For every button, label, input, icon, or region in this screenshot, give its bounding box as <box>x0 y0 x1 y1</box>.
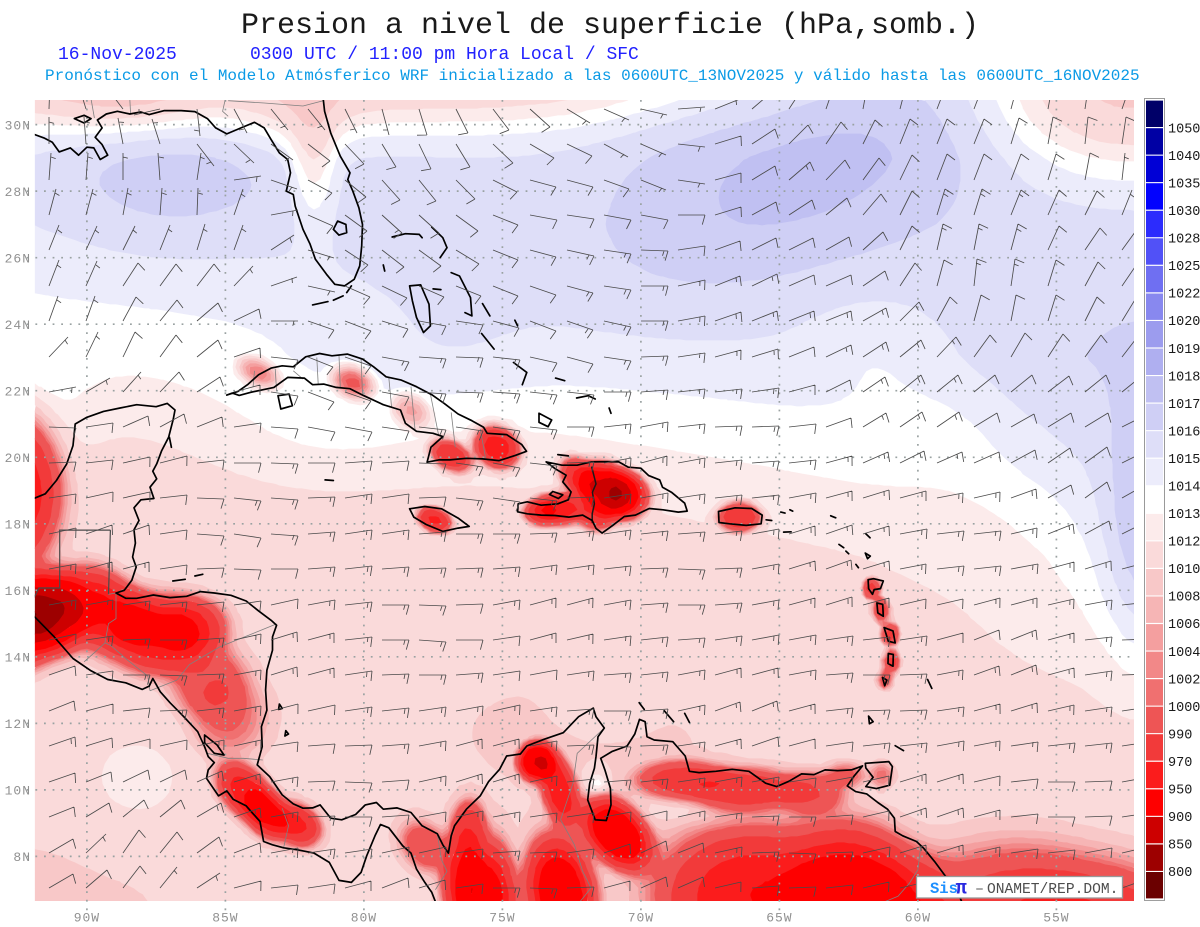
svg-text:1000: 1000 <box>1168 701 1200 716</box>
svg-text:20N: 20N <box>5 451 31 466</box>
svg-text:1028: 1028 <box>1168 233 1200 248</box>
svg-text:70W: 70W <box>628 911 654 926</box>
svg-text:14N: 14N <box>5 651 31 666</box>
svg-text:ONAMET/REP.DOM.: ONAMET/REP.DOM. <box>987 882 1118 898</box>
svg-text:1015: 1015 <box>1168 453 1200 468</box>
svg-text:1025: 1025 <box>1168 260 1200 275</box>
svg-text:1050: 1050 <box>1168 122 1200 137</box>
svg-text:1020: 1020 <box>1168 315 1200 330</box>
svg-text:18N: 18N <box>5 518 31 533</box>
svg-text:1008: 1008 <box>1168 591 1200 606</box>
svg-text:12N: 12N <box>5 717 31 732</box>
svg-text:1014: 1014 <box>1168 481 1200 496</box>
svg-text:1006: 1006 <box>1168 618 1200 633</box>
svg-text:π: π <box>956 878 968 900</box>
svg-text:16-Nov-2025: 16-Nov-2025 <box>58 45 177 65</box>
svg-text:65W: 65W <box>766 911 792 926</box>
svg-text:Presion a nivel de superficie: Presion a nivel de superficie (hPa,somb.… <box>241 9 979 43</box>
svg-text:1004: 1004 <box>1168 646 1200 661</box>
svg-text:Pronóstico con el Modelo Atmós: Pronóstico con el Modelo Atmósferico WRF… <box>45 67 1140 85</box>
svg-text:950: 950 <box>1168 784 1192 799</box>
svg-text:22N: 22N <box>5 385 31 400</box>
svg-text:850: 850 <box>1168 839 1192 854</box>
svg-text:1002: 1002 <box>1168 673 1200 688</box>
svg-text:24N: 24N <box>5 318 31 333</box>
svg-text:Sis: Sis <box>930 880 958 898</box>
svg-text:970: 970 <box>1168 756 1192 771</box>
svg-text:800: 800 <box>1168 866 1192 881</box>
svg-text:1013: 1013 <box>1168 508 1200 523</box>
svg-text:90W: 90W <box>74 911 100 926</box>
svg-text:1012: 1012 <box>1168 536 1200 551</box>
svg-text:–: – <box>975 881 984 898</box>
svg-text:28N: 28N <box>5 185 31 200</box>
svg-text:30N: 30N <box>5 118 31 133</box>
svg-text:900: 900 <box>1168 811 1192 826</box>
svg-text:0300 UTC / 11:00 pm Hora Local: 0300 UTC / 11:00 pm Hora Local / SFC <box>250 45 639 65</box>
svg-text:1019: 1019 <box>1168 343 1200 358</box>
svg-text:26N: 26N <box>5 252 31 267</box>
svg-text:1030: 1030 <box>1168 205 1200 220</box>
svg-text:1035: 1035 <box>1168 178 1200 193</box>
svg-text:8N: 8N <box>13 850 31 865</box>
svg-text:1010: 1010 <box>1168 563 1200 578</box>
svg-text:60W: 60W <box>905 911 931 926</box>
svg-text:1040: 1040 <box>1168 150 1200 165</box>
svg-text:1022: 1022 <box>1168 288 1200 303</box>
svg-text:55W: 55W <box>1043 911 1069 926</box>
svg-text:990: 990 <box>1168 728 1192 743</box>
svg-text:10N: 10N <box>5 784 31 799</box>
svg-text:80W: 80W <box>351 911 377 926</box>
svg-text:1016: 1016 <box>1168 425 1200 440</box>
svg-text:1017: 1017 <box>1168 398 1200 413</box>
svg-text:16N: 16N <box>5 584 31 599</box>
svg-text:75W: 75W <box>489 911 515 926</box>
svg-text:85W: 85W <box>212 911 238 926</box>
svg-text:1018: 1018 <box>1168 370 1200 385</box>
